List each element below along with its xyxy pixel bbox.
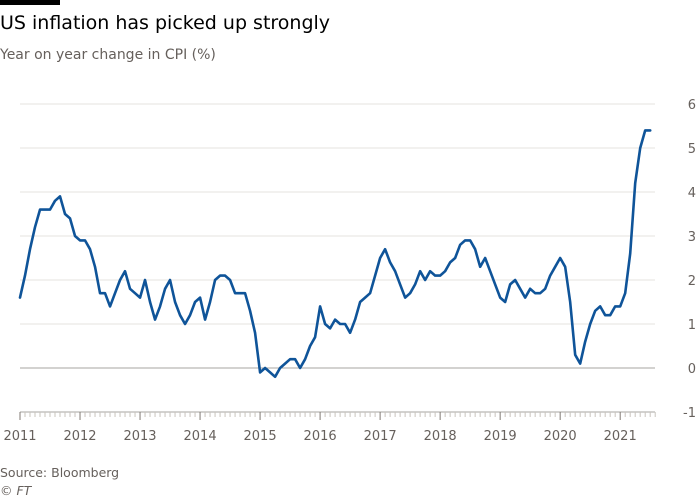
cpi-series-line	[18, 129, 652, 379]
y-tick-label: 0	[688, 362, 696, 377]
x-tick-label: 2021	[604, 429, 637, 444]
chart-title: US inflation has picked up strongly	[0, 12, 331, 34]
y-tick-label: 4	[688, 186, 696, 201]
x-tick-label: 2018	[424, 429, 457, 444]
x-tick-label: 2019	[484, 429, 517, 444]
x-tick-label: 2013	[123, 429, 156, 444]
x-tick-label: 2015	[244, 429, 277, 444]
y-tick-label: 3	[688, 230, 696, 245]
y-tick-label: 5	[688, 142, 696, 157]
y-tick-label: 6	[688, 98, 696, 113]
y-tick-label: -1	[683, 406, 696, 421]
x-tick-label: 2020	[544, 429, 577, 444]
y-tick-label: 1	[688, 318, 696, 333]
source-note: Source: Bloomberg	[0, 465, 120, 480]
y-tick-label: 2	[688, 274, 696, 289]
x-tick-label: 2016	[304, 429, 337, 444]
chart-subtitle: Year on year change in CPI (%)	[0, 47, 216, 63]
x-tick-label: 2011	[3, 429, 36, 444]
ft-credit: © FT	[0, 483, 32, 498]
x-tick-label: 2012	[63, 429, 96, 444]
x-tick-label: 2017	[364, 429, 397, 444]
ft-top-bar	[0, 0, 60, 5]
x-tick-label: 2014	[184, 429, 217, 444]
